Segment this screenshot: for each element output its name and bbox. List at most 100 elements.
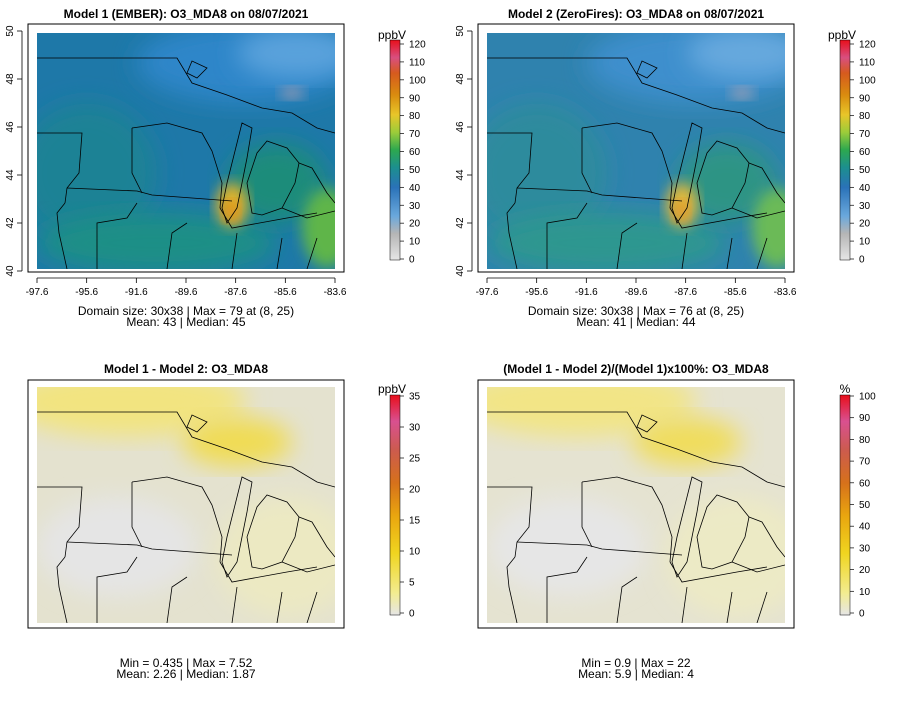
colorbar-tick-label: 10 <box>409 547 421 558</box>
x-tick-label: -85.6 <box>274 287 297 298</box>
colorbar-tick-label: 0 <box>409 609 415 620</box>
colorbar-tick-label: 90 <box>409 93 421 104</box>
colorbar-unit: ppbV <box>378 382 406 396</box>
x-tick-label: -95.6 <box>525 287 548 298</box>
stats-line-2: Mean: 43 | Median: 45 <box>126 315 246 329</box>
colorbar-ticks: 0 5 10 15 20 25 30 35 <box>400 392 421 620</box>
colorbar-tick-label: 10 <box>859 587 871 598</box>
stats-line-2: Mean: 5.9 | Median: 4 <box>578 667 694 681</box>
colorbar <box>839 394 851 616</box>
heatmap-field <box>37 367 335 623</box>
y-tick-label: 42 <box>5 217 16 229</box>
colorbar-tick-label: 90 <box>859 413 871 424</box>
colorbar <box>839 39 851 261</box>
colorbar-tick-label: 120 <box>409 40 426 51</box>
x-tick-label: -95.6 <box>75 287 98 298</box>
colorbar-tick-label: 15 <box>409 516 421 527</box>
colorbar-tick-label: 100 <box>859 392 876 403</box>
x-tick-label: -87.6 <box>224 287 247 298</box>
plot-frame <box>477 23 795 273</box>
colorbar-ticks: 0 10 20 30 40 50 60 70 80 90 100 110 120 <box>400 40 426 266</box>
colorbar-unit: ppbV <box>828 28 856 42</box>
stats-line-1: Min = 0.9 | Max = 22 <box>581 656 690 670</box>
x-tick-label: -91.6 <box>125 287 148 298</box>
y-axis: 40 42 44 46 48 50 <box>5 25 23 277</box>
y-tick-label: 44 <box>455 169 466 181</box>
plot-frame <box>477 379 795 629</box>
colorbar-tick-label: 20 <box>409 219 421 230</box>
colorbar-ticks: 0 10 20 30 40 50 60 70 80 90 100 <box>850 392 876 620</box>
stats-line-2: Mean: 41 | Median: 44 <box>576 315 696 329</box>
plot-frame <box>27 379 345 629</box>
colorbar-tick-label: 60 <box>859 147 871 158</box>
colorbar-tick-label: 110 <box>409 57 425 68</box>
y-tick-label: 50 <box>455 25 466 37</box>
y-tick-label: 46 <box>5 121 16 133</box>
x-axis: -97.6 -95.6 -91.6 -89.6 -87.6 -85.6 -83.6 <box>26 277 347 298</box>
y-tick-label: 46 <box>455 121 466 133</box>
colorbar-tick-label: 50 <box>409 165 421 176</box>
y-tick-label: 48 <box>455 73 466 85</box>
panel-4: (Model 1 - Model 2)/(Model 1)x100%: O3_M… <box>477 362 876 681</box>
y-axis: 40 42 44 46 48 50 <box>455 25 473 277</box>
colorbar-tick-label: 60 <box>409 147 421 158</box>
colorbar-tick-label: 100 <box>409 75 426 86</box>
y-tick-label: 48 <box>5 73 16 85</box>
colorbar-tick-label: 25 <box>409 454 421 465</box>
colorbar-tick-label: 0 <box>409 255 415 266</box>
chart-title: Model 2 (ZeroFires): O3_MDA8 on 08/07/20… <box>508 7 764 21</box>
x-tick-label: -87.6 <box>674 287 697 298</box>
stats-line-2: Mean: 2.26 | Median: 1.87 <box>116 667 256 681</box>
colorbar-tick-label: 70 <box>859 457 871 468</box>
stats-line-1: Domain size: 30x38 | Max = 79 at (8, 25) <box>78 304 294 318</box>
heatmap-field <box>487 23 785 269</box>
colorbar-tick-label: 40 <box>859 522 871 533</box>
panel-1: Model 1 (EMBER): O3_MDA8 on 08/07/2021 -… <box>5 7 426 329</box>
colorbar-tick-label: 70 <box>859 129 871 140</box>
stats-line-1: Min = 0.435 | Max = 7.52 <box>120 656 253 670</box>
colorbar-tick-label: 60 <box>859 478 871 489</box>
x-tick-label: -89.6 <box>625 287 648 298</box>
chart-title: Model 1 - Model 2: O3_MDA8 <box>104 362 268 376</box>
colorbar-tick-label: 40 <box>859 183 871 194</box>
x-tick-label: -83.6 <box>324 287 347 298</box>
colorbar <box>389 394 401 616</box>
colorbar-tick-label: 20 <box>859 219 871 230</box>
x-tick-label: -97.6 <box>26 287 49 298</box>
x-tick-label: -83.6 <box>774 287 797 298</box>
colorbar-tick-label: 80 <box>409 111 421 122</box>
panel-2: Model 2 (ZeroFires): O3_MDA8 on 08/07/20… <box>455 7 876 329</box>
colorbar-tick-label: 30 <box>859 543 871 554</box>
y-tick-label: 44 <box>5 169 16 181</box>
panel-3: Model 1 - Model 2: O3_MDA8 ppbV 0 5 10 15 20… <box>27 362 421 681</box>
heatmap-field <box>37 23 335 269</box>
colorbar-tick-label: 20 <box>409 485 421 496</box>
colorbar-tick-label: 20 <box>859 565 871 576</box>
colorbar-tick-label: 5 <box>409 578 415 589</box>
y-tick-label: 40 <box>455 265 466 277</box>
colorbar-ticks: 0 10 20 30 40 50 60 70 80 90 100 110 120 <box>850 40 876 266</box>
colorbar <box>389 39 401 261</box>
colorbar-tick-label: 120 <box>859 40 876 51</box>
colorbar-tick-label: 10 <box>859 237 871 248</box>
x-axis: -97.6 -95.6 -91.6 -89.6 -87.6 -85.6 -83.6 <box>476 277 797 298</box>
colorbar-tick-label: 30 <box>859 201 871 212</box>
chart-title: Model 1 (EMBER): O3_MDA8 on 08/07/2021 <box>64 7 309 21</box>
y-tick-label: 42 <box>455 217 466 229</box>
x-tick-label: -91.6 <box>575 287 598 298</box>
colorbar-unit: % <box>840 382 851 396</box>
colorbar-tick-label: 35 <box>409 392 421 403</box>
colorbar-tick-label: 10 <box>409 237 421 248</box>
colorbar-tick-label: 90 <box>859 93 871 104</box>
plot-frame <box>27 23 345 273</box>
colorbar-tick-label: 0 <box>859 609 865 620</box>
x-tick-label: -85.6 <box>724 287 747 298</box>
colorbar-tick-label: 110 <box>859 57 875 68</box>
colorbar-tick-label: 30 <box>409 201 421 212</box>
colorbar-tick-label: 80 <box>859 111 871 122</box>
heatmap-field <box>487 367 785 623</box>
x-tick-label: -89.6 <box>175 287 198 298</box>
colorbar-tick-label: 40 <box>409 183 421 194</box>
x-tick-label: -97.6 <box>476 287 499 298</box>
